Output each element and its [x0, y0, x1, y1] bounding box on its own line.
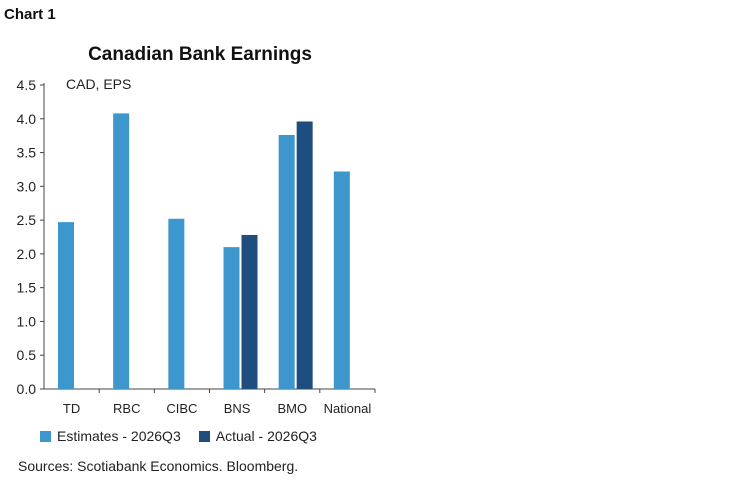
bar-estimate-bns: [223, 247, 240, 389]
bar-estimate-cibc: [168, 218, 185, 389]
x-tick-label: National: [324, 401, 372, 416]
x-tick-label: RBC: [113, 401, 140, 416]
y-tick-label: 2.0: [17, 246, 37, 262]
bar-estimate-bmo: [278, 134, 295, 389]
chart-label: Chart 1: [4, 6, 56, 23]
legend-swatch-estimates: [40, 430, 51, 442]
bar-chart: 0.0 0.5 1.0 1.5 2.0 2.5 3.0 3.5 4.0 4.5 CAD, EPS TD…: [17, 76, 376, 416]
y-tick-label: 0.5: [17, 347, 37, 363]
legend-swatch-actual: [198, 430, 210, 442]
y-tick-label: 0.0: [17, 381, 37, 397]
x-tick-label: TD: [63, 401, 80, 416]
y-axis-label: CAD, EPS: [66, 76, 131, 92]
chart-legend: Estimates - 2026Q3 Actual - 2026Q3: [40, 428, 335, 444]
legend-item-actual: Actual - 2026Q3: [198, 428, 317, 444]
bar-estimate-td: [58, 222, 74, 389]
y-tick-label: 1.0: [17, 313, 37, 329]
y-tick-label: 1.5: [17, 280, 37, 296]
y-tick-label: 3.5: [17, 145, 37, 161]
x-tick-label: CIBC: [166, 401, 197, 416]
bar-estimate-national: [333, 171, 350, 389]
x-tick-label: BMO: [277, 401, 307, 416]
legend-item-estimates: Estimates - 2026Q3: [40, 428, 181, 444]
legend-label-estimates: Estimates - 2026Q3: [57, 428, 181, 444]
legend-label-actual: Actual - 2026Q3: [215, 428, 317, 444]
bar-estimate-rbc: [113, 113, 130, 389]
x-tick-label: BNS: [224, 401, 251, 416]
source-note: Sources: Scotiabank Economics. Bloomberg…: [18, 458, 299, 474]
bar-actual-bns: [241, 234, 258, 389]
y-tick-label: 4.5: [17, 77, 37, 93]
y-tick-label: 3.0: [17, 178, 37, 194]
y-tick-label: 4.0: [17, 111, 37, 127]
chart-title: Canadian Bank Earnings: [88, 44, 312, 65]
y-tick-label: 2.5: [17, 212, 37, 228]
bar-actual-bmo: [296, 121, 313, 389]
